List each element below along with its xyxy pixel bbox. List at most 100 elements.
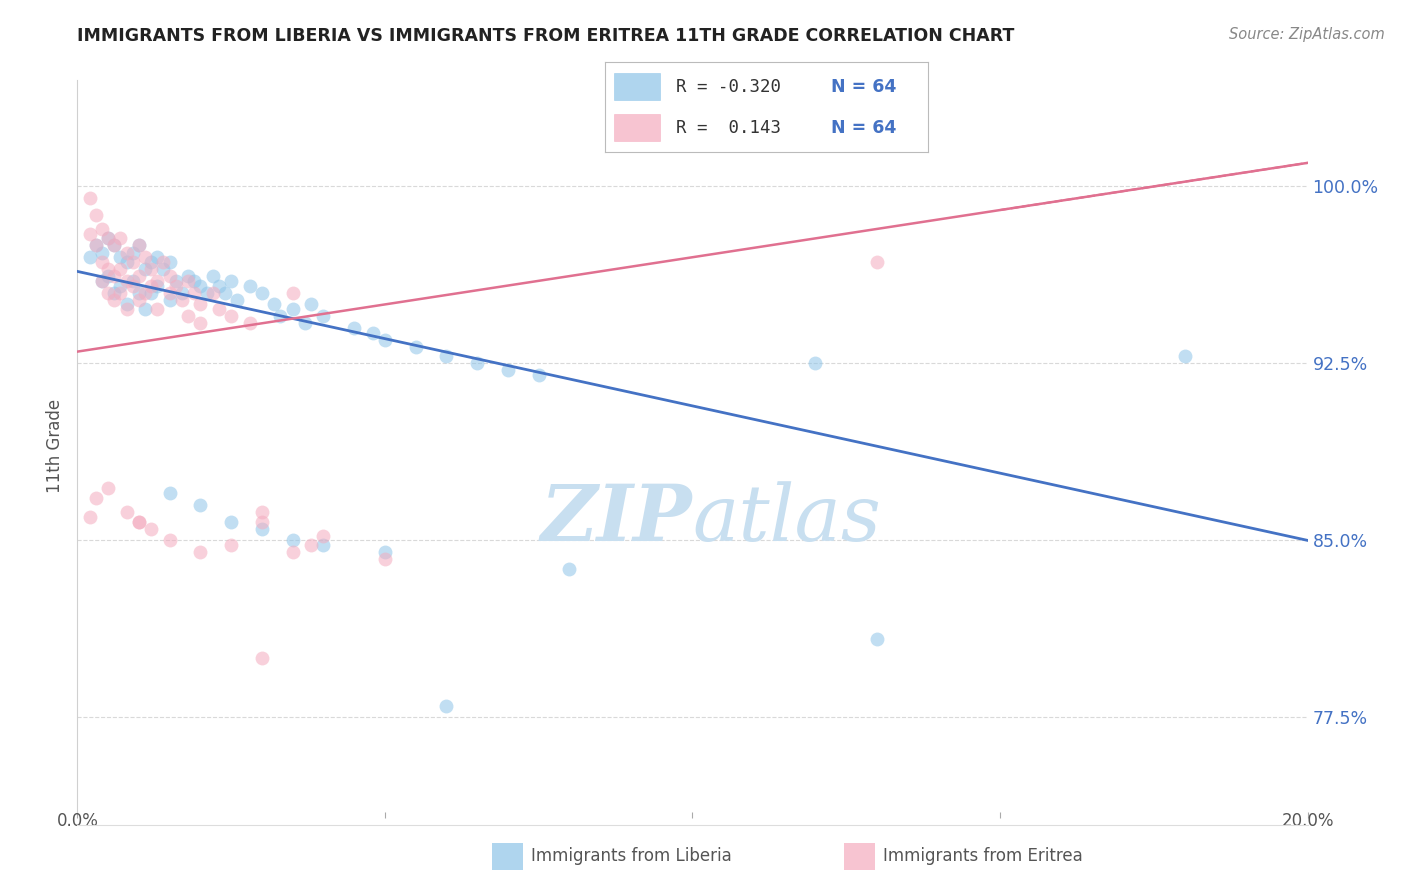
Point [103,238,125,252]
Point [79,227,101,241]
Point [219,538,242,552]
Text: Immigrants from Eritrea: Immigrants from Eritrea [883,847,1083,865]
Point [343,321,366,335]
Point [97,231,120,245]
Point [165,274,187,288]
Y-axis label: 11th Grade: 11th Grade [46,399,65,493]
Text: R =  0.143: R = 0.143 [676,119,780,136]
Point [103,269,125,284]
Point [374,545,396,559]
Point [115,505,138,519]
Point [134,302,156,317]
Point [159,285,181,300]
Point [374,552,396,566]
Point [84,491,107,505]
Point [250,651,273,665]
Point [134,285,156,300]
Point [312,538,335,552]
Point [188,498,212,512]
Point [141,285,163,300]
Text: atlas: atlas [693,481,882,558]
Point [121,274,143,288]
Point [97,269,120,284]
Point [146,274,169,288]
Point [115,245,138,260]
Point [103,238,125,252]
Point [465,356,488,370]
Point [121,278,143,293]
Text: R = -0.320: R = -0.320 [676,78,780,95]
Point [527,368,550,383]
Point [177,274,200,288]
Point [214,285,236,300]
Point [177,310,200,324]
Point [177,828,200,842]
Point [110,285,132,300]
Point [219,515,242,529]
Point [128,285,150,300]
Point [115,274,138,288]
Point [201,269,224,284]
Point [79,191,101,205]
Text: 20.0%: 20.0% [1281,812,1334,830]
Point [250,285,273,300]
Point [84,208,107,222]
Point [281,533,304,548]
Point [121,245,143,260]
Point [201,285,224,300]
Point [165,278,187,293]
Point [436,349,458,363]
Point [103,285,125,300]
Point [146,250,169,264]
Point [170,285,193,300]
Point [141,522,163,536]
Point [90,274,114,288]
Point [208,278,231,293]
Point [79,509,101,524]
Point [159,533,181,548]
Point [170,293,193,307]
Point [219,310,242,324]
Point [239,316,262,330]
Point [103,293,125,307]
Point [79,250,101,264]
Point [97,482,120,496]
Point [134,250,156,264]
Point [239,278,262,293]
Point [159,486,181,500]
Point [97,262,120,277]
Point [110,231,132,245]
Point [141,262,163,277]
Point [866,255,889,269]
Point [152,262,174,277]
Point [128,269,150,284]
Point [188,297,212,311]
Point [208,302,231,317]
Point [269,310,291,324]
Point [152,255,174,269]
Point [97,285,120,300]
Point [146,302,169,317]
Point [263,297,285,311]
Point [115,302,138,317]
Point [188,545,212,559]
Point [312,310,335,324]
Point [134,262,156,277]
Text: N = 64: N = 64 [831,119,896,136]
Point [90,255,114,269]
Point [110,250,132,264]
Text: N = 64: N = 64 [831,78,896,95]
Point [361,326,384,340]
Text: Immigrants from Liberia: Immigrants from Liberia [531,847,733,865]
Point [281,545,304,559]
Point [188,278,212,293]
Point [436,698,458,713]
Point [115,297,138,311]
Point [312,529,335,543]
Text: 0.0%: 0.0% [56,812,98,830]
Point [177,269,200,284]
Point [250,505,273,519]
Point [97,231,120,245]
Point [226,293,249,307]
Point [1174,349,1197,363]
